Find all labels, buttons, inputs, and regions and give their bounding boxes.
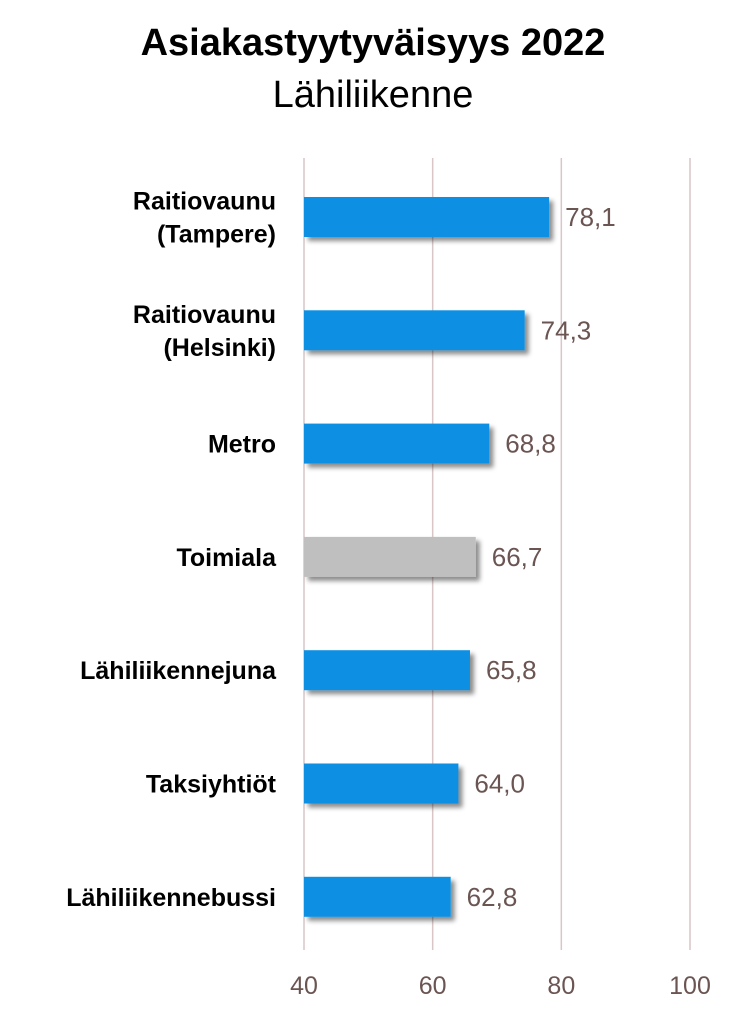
bar — [304, 310, 525, 351]
category-label: Lähiliikennejuna — [80, 657, 277, 685]
value-label: 64,0 — [474, 769, 525, 799]
x-tick-label: 100 — [669, 972, 711, 1000]
x-tick-label: 60 — [419, 972, 447, 1000]
category-label: Raitiovaunu (Helsinki) — [133, 301, 276, 362]
labels: 40 60 80 100 78,1 Raitiovaunu (Tampere) 74,3 Rai… — [66, 188, 711, 1001]
value-label: 74,3 — [541, 315, 592, 345]
category-label: Taksiyhtiöt — [146, 771, 277, 799]
value-label: 62,8 — [467, 882, 518, 912]
bar — [304, 876, 451, 917]
bar — [304, 763, 459, 804]
category-label: Toimiala — [176, 544, 277, 572]
bar — [304, 197, 550, 237]
value-label: 68,8 — [505, 429, 556, 459]
value-label: 78,1 — [565, 202, 616, 232]
chart-title: Asiakastyytyväisyys 2022 — [140, 22, 606, 64]
chart-subtitle: Lähiliikenne — [272, 74, 474, 116]
bar — [304, 423, 490, 464]
x-tick-label: 40 — [290, 972, 318, 1000]
category-label: Lähiliikennebussi — [66, 884, 276, 912]
bar — [304, 536, 476, 577]
bar — [304, 650, 470, 691]
bars — [304, 197, 550, 917]
category-label: Metro — [208, 431, 276, 459]
x-tick-label: 80 — [547, 972, 575, 1000]
value-label: 65,8 — [486, 655, 537, 685]
value-label: 66,7 — [492, 542, 543, 572]
category-label: Raitiovaunu (Tampere) — [133, 188, 276, 249]
